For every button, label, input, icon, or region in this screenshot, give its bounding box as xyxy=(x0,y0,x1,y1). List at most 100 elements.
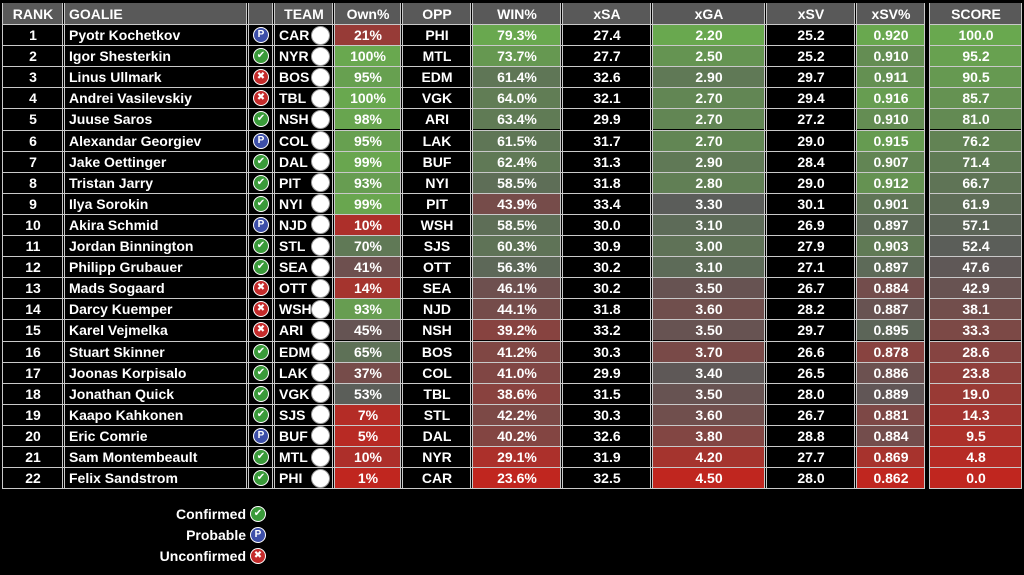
header-rank[interactable]: RANK xyxy=(3,3,63,24)
cell-opp: EDM xyxy=(403,67,471,88)
cell-score: 95.2 xyxy=(930,46,1022,67)
cell-rank: 3 xyxy=(3,67,63,88)
team-logo-icon xyxy=(311,299,330,319)
x-circle-icon: ✖ xyxy=(253,280,269,297)
goalie-name: Jake Oettinger xyxy=(65,151,247,172)
team-logo-icon xyxy=(311,152,330,172)
check-circle-icon: ✔ xyxy=(253,238,269,255)
status-cell: ✖ xyxy=(249,299,273,320)
header-xsa[interactable]: xSA xyxy=(563,3,651,24)
cell-score: 0.0 xyxy=(930,468,1022,489)
status-cell: ✖ xyxy=(249,88,273,109)
cell-own: 95% xyxy=(335,130,401,151)
team-abbr: NYI xyxy=(279,195,303,212)
cell-score: 19.0 xyxy=(930,383,1022,404)
team-logo-icon xyxy=(311,236,330,256)
header-own[interactable]: Own% xyxy=(335,3,401,24)
status-cell: P xyxy=(249,214,273,235)
cell-opp: CAR xyxy=(403,468,471,489)
cell-xga: 3.10 xyxy=(653,214,765,235)
cell-xsvpct: 0.897 xyxy=(857,214,925,235)
cell-rank: 2 xyxy=(3,46,63,67)
cell-xsvpct: 0.903 xyxy=(857,236,925,257)
team-logo-icon xyxy=(311,46,330,66)
cell-win: 42.2% xyxy=(473,404,561,425)
cell-score: 9.5 xyxy=(930,425,1022,446)
cell-score: 71.4 xyxy=(930,151,1022,172)
cell-rank: 14 xyxy=(3,299,63,320)
cell-own: 21% xyxy=(335,25,401,46)
team-abbr: PIT xyxy=(279,174,301,191)
cell-win: 64.0% xyxy=(473,88,561,109)
cell-logo: PHI xyxy=(275,468,333,489)
header-xga[interactable]: xGA xyxy=(653,3,765,24)
cell-score: 47.6 xyxy=(930,257,1022,278)
cell-xsa: 32.5 xyxy=(563,468,651,489)
cell-rank: 21 xyxy=(3,447,63,468)
goalie-name: Jordan Binnington xyxy=(65,236,247,257)
cell-xsv: 29.0 xyxy=(767,130,855,151)
header-win[interactable]: WIN% xyxy=(473,3,561,24)
cell-own: 95% xyxy=(335,67,401,88)
cell-score: 23.8 xyxy=(930,362,1022,383)
check-circle-icon: ✔ xyxy=(253,406,269,423)
goalie-name: Tristan Jarry xyxy=(65,172,247,193)
cell-rank: 12 xyxy=(3,257,63,278)
cell-xsv: 25.2 xyxy=(767,25,855,46)
cell-xsa: 30.9 xyxy=(563,236,651,257)
team-abbr: CAR xyxy=(279,27,310,44)
check-circle-icon: ✔ xyxy=(253,111,269,128)
cell-win: 62.4% xyxy=(473,151,561,172)
cell-xga: 2.90 xyxy=(653,67,765,88)
team-logo-icon xyxy=(311,194,330,214)
check-circle-icon: ✔ xyxy=(253,259,269,276)
goalie-name: Ilya Sorokin xyxy=(65,193,247,214)
cell-xga: 3.80 xyxy=(653,425,765,446)
header-logo[interactable]: TEAM xyxy=(275,3,333,24)
header-name[interactable]: GOALIE xyxy=(65,3,247,24)
probable-p-icon: P xyxy=(253,132,269,149)
x-circle-icon: ✖ xyxy=(253,69,269,86)
cell-xga: 2.90 xyxy=(653,151,765,172)
team-abbr: DAL xyxy=(279,153,308,170)
team-abbr: BUF xyxy=(279,427,308,444)
goalie-name: Kaapo Kahkonen xyxy=(65,404,247,425)
cell-opp: NJD xyxy=(403,299,471,320)
cell-logo: NYR xyxy=(275,46,333,67)
cell-opp: VGK xyxy=(403,88,471,109)
cell-xsa: 30.2 xyxy=(563,257,651,278)
header-opp[interactable]: OPP xyxy=(403,3,471,24)
cell-win: 39.2% xyxy=(473,320,561,341)
cell-xsv: 27.9 xyxy=(767,236,855,257)
header-xsvpct[interactable]: xSV% xyxy=(857,3,925,24)
grid-line xyxy=(3,488,925,490)
cell-opp: SJS xyxy=(403,236,471,257)
check-circle-icon: ✔ xyxy=(250,506,266,522)
cell-xsvpct: 0.912 xyxy=(857,172,925,193)
status-cell: ✔ xyxy=(249,383,273,404)
goalie-name: Darcy Kuemper xyxy=(65,299,247,320)
cell-xsvpct: 0.887 xyxy=(857,299,925,320)
team-logo-icon xyxy=(311,468,330,488)
cell-rank: 9 xyxy=(3,193,63,214)
cell-score: 90.5 xyxy=(930,67,1022,88)
team-abbr: VGK xyxy=(279,385,310,402)
cell-xsvpct: 0.901 xyxy=(857,193,925,214)
cell-score: 4.8 xyxy=(930,447,1022,468)
cell-own: 10% xyxy=(335,447,401,468)
header-xsv[interactable]: xSV xyxy=(767,3,855,24)
team-logo-icon xyxy=(311,67,330,87)
cell-xsvpct: 0.884 xyxy=(857,278,925,299)
status-cell: P xyxy=(249,130,273,151)
status-cell: ✖ xyxy=(249,320,273,341)
header-score[interactable]: SCORE xyxy=(930,3,1022,24)
cell-xsa: 32.1 xyxy=(563,88,651,109)
cell-xsvpct: 0.884 xyxy=(857,425,925,446)
cell-xsvpct: 0.886 xyxy=(857,362,925,383)
cell-rank: 8 xyxy=(3,172,63,193)
cell-rank: 16 xyxy=(3,341,63,362)
cell-win: 46.1% xyxy=(473,278,561,299)
grid-line xyxy=(930,488,1022,490)
cell-opp: TBL xyxy=(403,383,471,404)
cell-logo: NSH xyxy=(275,109,333,130)
